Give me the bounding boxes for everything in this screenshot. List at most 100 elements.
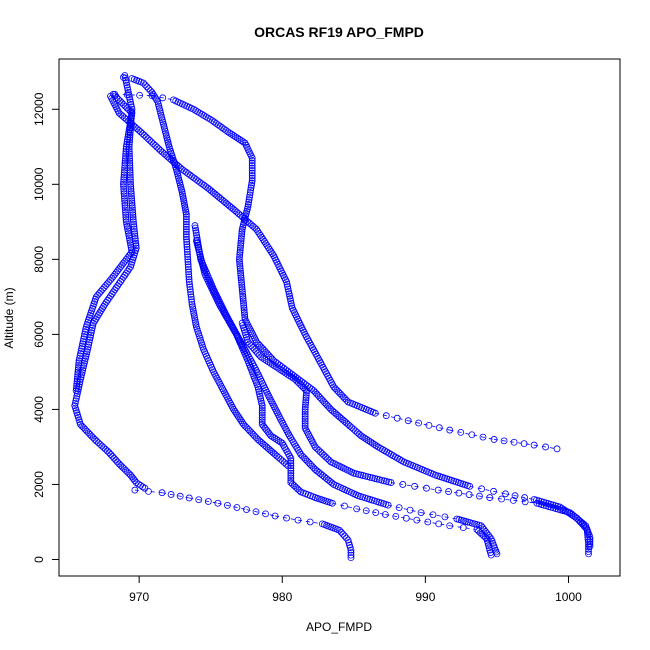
data-point (109, 452, 116, 460)
data-point (393, 414, 401, 422)
data-point (82, 325, 90, 333)
data-point (133, 125, 141, 133)
data-point (306, 518, 314, 526)
data-point (252, 347, 260, 355)
data-line (375, 412, 409, 422)
data-point (288, 302, 296, 310)
data-point (185, 270, 193, 278)
data-point (301, 420, 309, 427)
y-tick-label: 0 (32, 556, 46, 563)
data-point (129, 206, 136, 214)
data-point (341, 532, 349, 540)
data-point (122, 143, 130, 151)
data-point (119, 112, 127, 120)
data-point (246, 427, 254, 435)
data-point (258, 416, 266, 424)
data-point (109, 288, 117, 296)
data-point (240, 309, 248, 316)
data-point (127, 243, 135, 251)
data-point (120, 171, 128, 179)
data-point (273, 452, 281, 460)
data-point (127, 187, 135, 195)
data-point (251, 432, 259, 440)
data-point (120, 465, 128, 473)
data-point (348, 424, 356, 432)
data-point (411, 482, 419, 490)
data-point (188, 298, 196, 306)
data-point (287, 462, 295, 470)
data-point (76, 352, 84, 360)
data-point (120, 169, 128, 176)
data-point (149, 90, 157, 98)
data-series (72, 90, 136, 395)
data-point (122, 216, 130, 223)
data-point (98, 442, 106, 450)
data-point (127, 180, 134, 188)
data-point (236, 251, 244, 259)
data-point (342, 534, 350, 542)
data-point (78, 342, 86, 350)
data-line (421, 512, 457, 520)
data-point (121, 194, 128, 202)
data-point (132, 242, 140, 250)
data-point (237, 235, 245, 242)
data-point (347, 551, 355, 559)
data-point (271, 512, 279, 520)
data-point (560, 506, 568, 513)
data-point (255, 385, 262, 393)
data-point (236, 265, 244, 272)
data-point (302, 456, 310, 463)
data-point (106, 276, 114, 284)
data-point (341, 395, 349, 402)
data-point (140, 79, 147, 87)
data-point (120, 187, 128, 195)
data-point (73, 382, 81, 390)
data-point (238, 283, 246, 291)
data-point (112, 456, 120, 464)
data-point (123, 81, 131, 89)
data-line (385, 514, 417, 521)
data-point (258, 402, 266, 410)
data-point (446, 522, 454, 530)
data-point (183, 240, 191, 248)
x-axis: 970 980 990 1000 (129, 575, 582, 604)
data-point (255, 351, 263, 359)
data-point (126, 93, 133, 101)
data-point (128, 204, 136, 212)
data-point (240, 299, 247, 307)
data-point (121, 199, 129, 207)
data-point (586, 535, 594, 543)
data-point (238, 285, 246, 293)
data-point (180, 167, 188, 175)
data-point (258, 404, 266, 412)
data-point (231, 407, 239, 415)
data-point (344, 536, 352, 544)
data-point (585, 548, 592, 555)
data-point (302, 401, 309, 409)
data-point (102, 298, 110, 306)
data-point (109, 90, 117, 98)
data-point (123, 104, 131, 112)
data-point (102, 282, 110, 290)
data-point (214, 499, 222, 507)
data-point (346, 422, 354, 430)
data-point (178, 165, 186, 173)
data-point (417, 509, 425, 516)
data-point (123, 468, 131, 476)
data-point (123, 140, 131, 148)
data-point (158, 148, 166, 156)
data-point (479, 433, 487, 441)
data-point (126, 236, 134, 244)
data-point (384, 501, 392, 509)
data-point (111, 286, 119, 294)
data-line (494, 439, 535, 446)
data-point (313, 467, 321, 475)
data-point (152, 94, 159, 102)
data-point (148, 92, 156, 100)
data-line (134, 489, 163, 494)
data-point (89, 434, 97, 442)
data-point (441, 513, 449, 521)
data-point (486, 494, 494, 501)
data-point (257, 397, 265, 405)
data-point (248, 169, 256, 177)
